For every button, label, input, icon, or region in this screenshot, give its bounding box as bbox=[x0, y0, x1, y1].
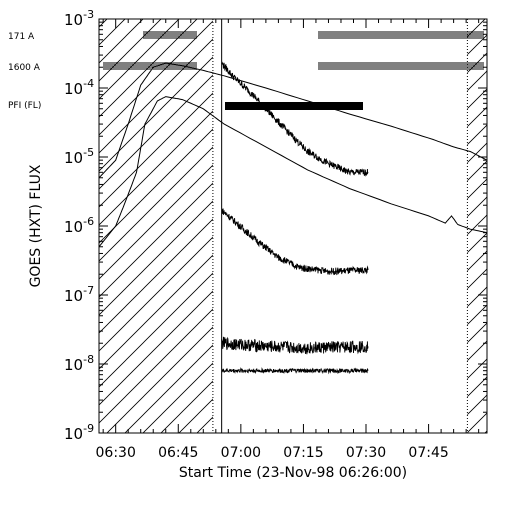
y-tick-label: 10-7 bbox=[64, 284, 94, 305]
series-line-hxt_M1 bbox=[221, 208, 369, 276]
series-line-hxt_H bbox=[221, 366, 369, 375]
series-line-goes_low bbox=[99, 96, 487, 248]
y-tick-label: 10-8 bbox=[64, 353, 94, 374]
x-tick-label: 06:30 bbox=[96, 445, 136, 461]
x-tick-label: 07:00 bbox=[221, 445, 261, 461]
series-line-goes_high bbox=[99, 62, 487, 179]
observation-bars bbox=[103, 31, 484, 110]
x-tick-label: 07:45 bbox=[408, 445, 448, 461]
series-line-hxt_M2 bbox=[221, 336, 369, 355]
shaded-interval-0 bbox=[99, 19, 213, 433]
x-tick-label: 06:45 bbox=[158, 445, 198, 461]
shaded-intervals bbox=[99, 19, 487, 433]
y-tick-label: 10-6 bbox=[64, 215, 94, 236]
y-tick-label: 10-4 bbox=[64, 77, 94, 98]
obs-bar-1600 bbox=[318, 62, 484, 70]
x-tick-label: 07:15 bbox=[283, 445, 323, 461]
side-label: 171 A bbox=[8, 32, 35, 42]
x-tick-label: 07:30 bbox=[346, 445, 386, 461]
side-label: 1600 A bbox=[8, 63, 41, 73]
y-axis: 10-9 10-8 10-7 10-6 10-5 10-4 10-3 bbox=[64, 8, 487, 443]
x-axis: 06:30 06:45 07:00 07:15 07:30 07:45 bbox=[96, 19, 480, 461]
y-tick-label: 10-5 bbox=[64, 146, 94, 167]
y-axis-label: GOES (HXT) FLUX bbox=[28, 164, 44, 287]
side-label: PFI (FL) bbox=[8, 101, 41, 111]
shaded-interval-1 bbox=[467, 19, 487, 433]
side-labels: 171 A 1600 A PFI (FL) bbox=[8, 32, 41, 111]
obs-bar-171 bbox=[318, 31, 484, 39]
x-axis-label: Start Time (23-Nov-98 06:26:00) bbox=[179, 465, 407, 481]
y-tick-label: 10-9 bbox=[64, 422, 94, 443]
obs-bar-1600 bbox=[103, 62, 197, 70]
obs-bar-171 bbox=[143, 31, 197, 39]
series-group bbox=[99, 61, 487, 375]
series-line-hxt_L bbox=[221, 61, 369, 177]
obs-bar-pfi bbox=[225, 102, 363, 110]
y-tick-label: 10-3 bbox=[64, 8, 94, 29]
